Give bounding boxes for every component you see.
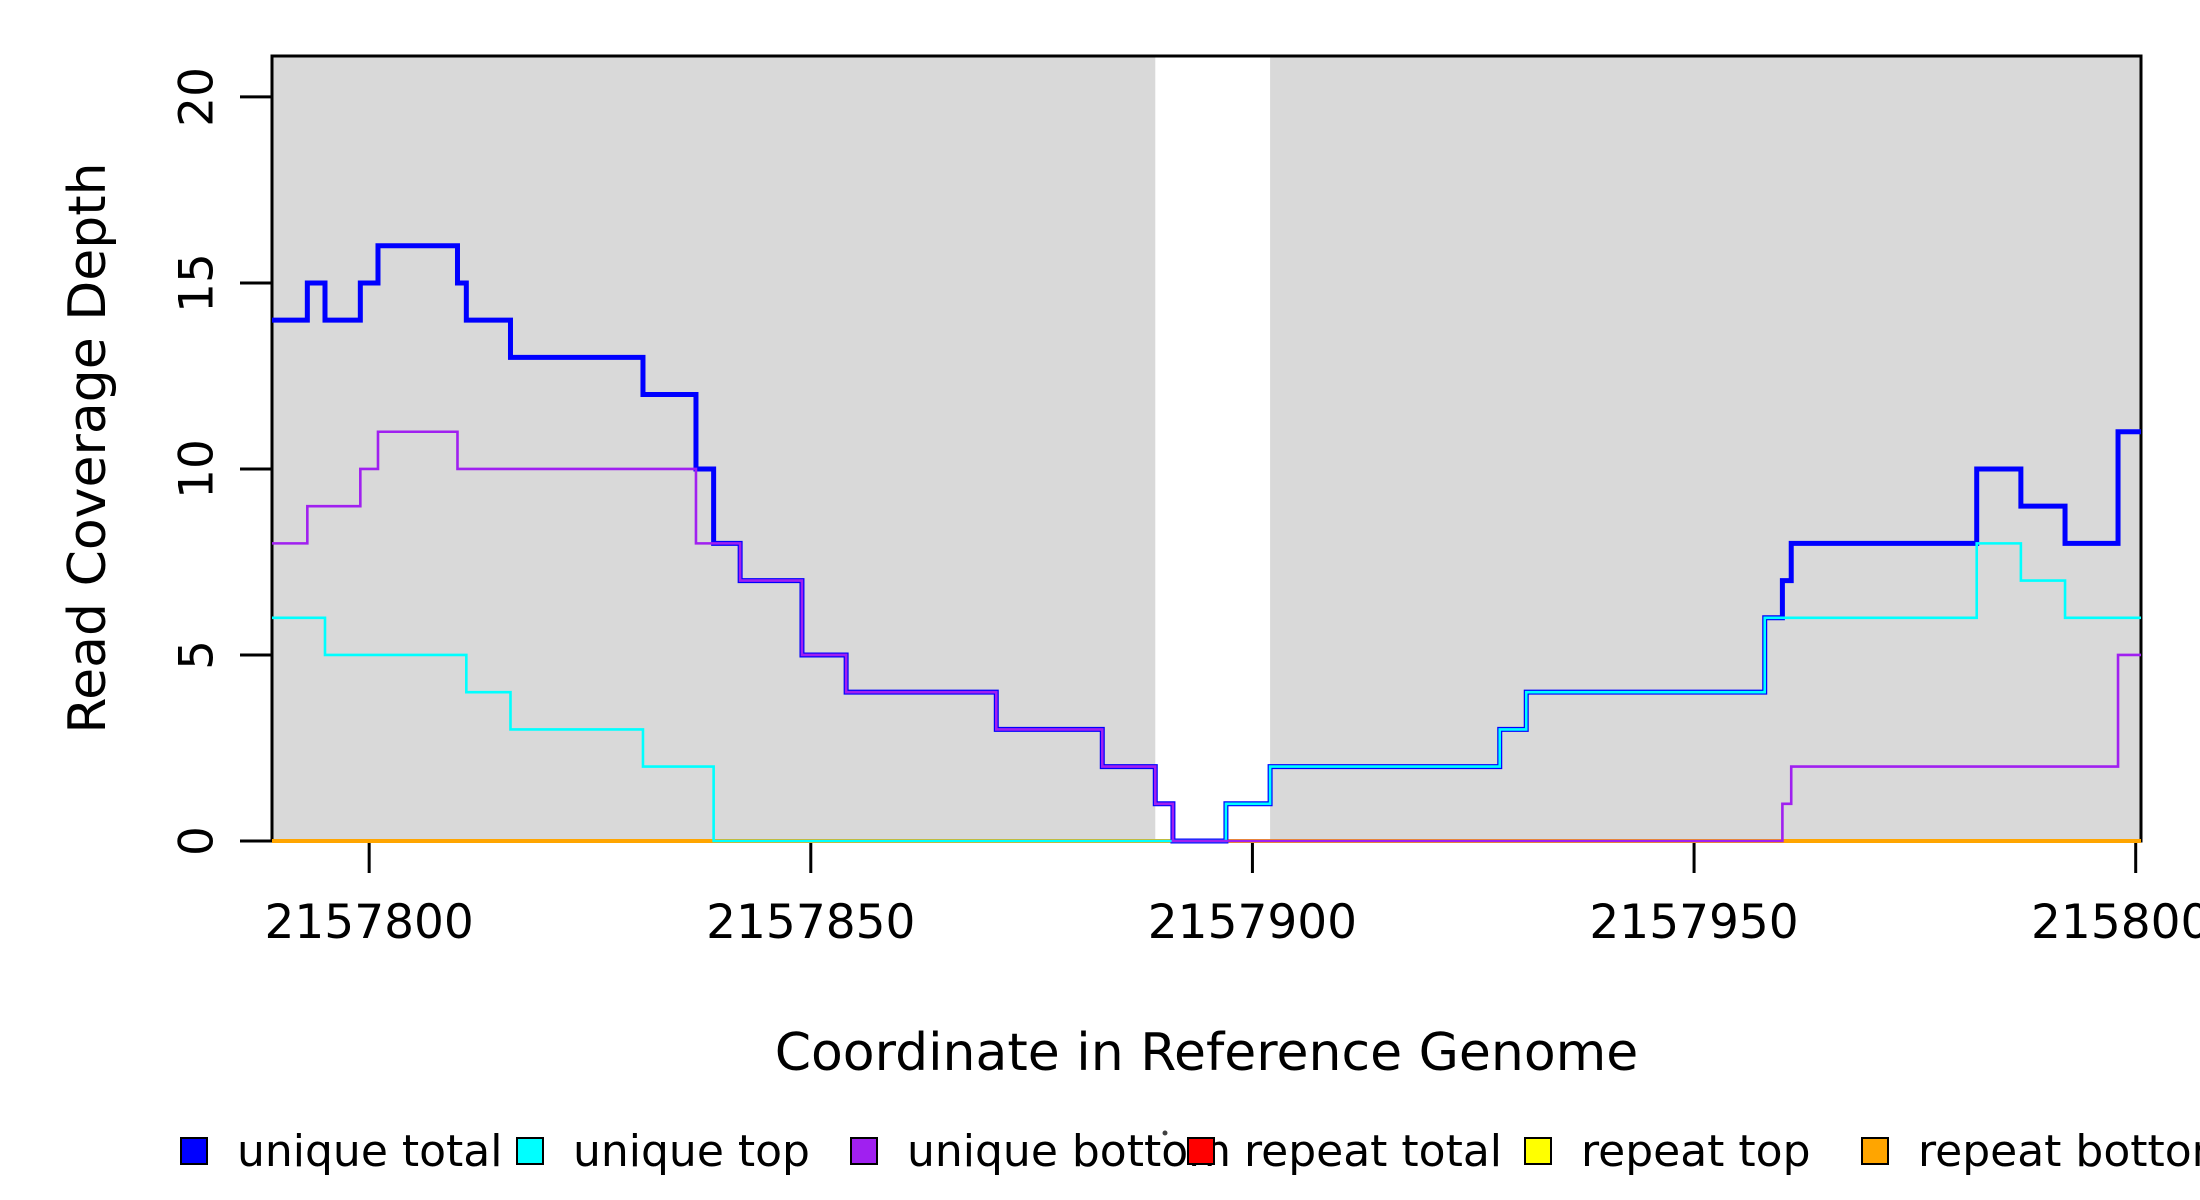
legend-label-unique-bottom: unique bottom bbox=[907, 1125, 1232, 1177]
repeat-region-band bbox=[272, 56, 1156, 841]
legend-swatch-unique-top bbox=[516, 1137, 544, 1165]
y-tick-label: 20 bbox=[169, 67, 224, 127]
legend-swatch-unique-bottom bbox=[850, 1137, 878, 1165]
series-unique-top bbox=[272, 542, 2141, 843]
legend-label-repeat-top: repeat top bbox=[1581, 1125, 1811, 1177]
repeat-region-shading bbox=[272, 56, 2141, 841]
x-axis-title: Coordinate in Reference Genome bbox=[774, 1023, 1639, 1083]
legend-swatch-repeat-top bbox=[1524, 1137, 1552, 1165]
legend-item-repeat-bottom: repeat bottom bbox=[1861, 1126, 2200, 1177]
x-tick-label: 2157850 bbox=[706, 895, 915, 950]
y-tick-label: 10 bbox=[169, 439, 224, 499]
x-tick-label: 2157800 bbox=[264, 895, 473, 950]
stray-mark bbox=[1162, 1130, 1168, 1136]
legend-swatch-repeat-bottom bbox=[1861, 1137, 1889, 1165]
x-tick-label: 2157950 bbox=[1589, 895, 1798, 950]
legend-label-repeat-bottom: repeat bottom bbox=[1918, 1125, 2200, 1177]
y-axis-title: Read Coverage Depth bbox=[58, 162, 118, 734]
legend-item-unique-bottom: unique bottom bbox=[850, 1126, 1231, 1177]
legend-item-repeat-total: repeat total bbox=[1187, 1126, 1502, 1177]
coverage-step-lines bbox=[272, 243, 2141, 844]
y-tick-label: 15 bbox=[169, 253, 224, 313]
legend-swatch-repeat-total bbox=[1187, 1137, 1215, 1165]
y-tick-label: 5 bbox=[169, 640, 224, 670]
x-tick-label: 2157900 bbox=[1148, 895, 1357, 950]
legend-label-repeat-total: repeat total bbox=[1244, 1125, 1503, 1177]
legend-label-unique-top: unique top bbox=[573, 1125, 810, 1177]
legend-item-unique-top: unique top bbox=[516, 1126, 810, 1177]
series-unique-bottom bbox=[272, 430, 2141, 843]
legend-swatch-unique-total bbox=[180, 1137, 208, 1165]
repeat-region-band bbox=[1270, 56, 2141, 841]
legend-label-unique-total: unique total bbox=[237, 1125, 503, 1177]
legend-item-unique-total: unique total bbox=[180, 1126, 502, 1177]
legend-item-repeat-top: repeat top bbox=[1524, 1126, 1811, 1177]
y-tick-label: 0 bbox=[169, 826, 224, 856]
